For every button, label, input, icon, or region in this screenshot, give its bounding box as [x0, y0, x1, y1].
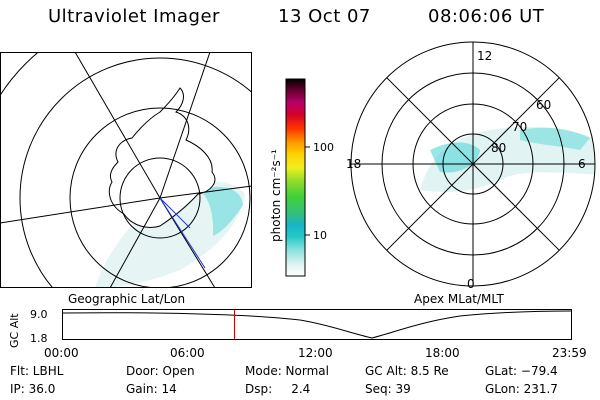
info-glon: GLon: 231.7	[485, 382, 558, 396]
colorbar: 100 10 photon cm⁻²s⁻¹	[269, 78, 334, 277]
mlat-label-60: 60	[536, 98, 551, 112]
aurora-swath	[95, 181, 245, 288]
info-door: Door: Open	[126, 364, 195, 378]
time-tick-0600: 06:00	[170, 346, 205, 360]
time-tick-2359: 23:59	[552, 346, 587, 360]
time-label: 08:06:06 UT	[428, 6, 545, 27]
time-tick-0000: 00:00	[44, 346, 79, 360]
left-map-label: Geographic Lat/Lon	[68, 292, 186, 306]
info-mode: Mode: Normal	[245, 364, 329, 378]
mlt-label-12: 12	[477, 49, 492, 63]
info-ip: IP: 36.0	[10, 382, 56, 396]
mlat-label-80: 80	[491, 141, 506, 155]
info-gain: Gain: 14	[126, 382, 177, 396]
mlt-label-18: 18	[346, 157, 361, 171]
latitude-circles	[0, 52, 252, 288]
time-tick-1200: 12:00	[298, 346, 333, 360]
meridian-lines	[0, 52, 252, 288]
mlt-lines	[351, 42, 595, 286]
altitude-frame	[62, 309, 572, 340]
mag-aurora-cyan	[430, 142, 480, 173]
mlt-label-6: 6	[578, 157, 586, 171]
colorbar-tick-10: 10	[313, 229, 327, 242]
mlt-label-0: 0	[467, 277, 475, 291]
altitude-ylabel: GC Alt	[8, 313, 21, 348]
altitude-ytick-top: 9.0	[30, 308, 48, 321]
altitude-ytick-bottom: 1.8	[30, 332, 48, 345]
mag-aurora-cyan-2	[520, 127, 590, 150]
colorbar-unit: photon cm⁻²s⁻¹	[269, 149, 283, 242]
spacecraft-track	[159, 197, 206, 269]
right-map-label: Apex MLat/MLT	[414, 292, 504, 306]
aurora-swath-cyan	[200, 186, 243, 236]
mlat-label-70: 70	[512, 120, 527, 134]
instrument-title: Ultraviolet Imager	[48, 6, 220, 27]
info-dsp: Dsp: 2.4	[245, 382, 311, 396]
info-glat: GLat: −79.4	[485, 364, 558, 378]
info-gc-alt: GC Alt: 8.5 Re	[365, 364, 449, 378]
map-frame	[0, 52, 252, 288]
time-tick-1800: 18:00	[425, 346, 460, 360]
altitude-plot: GC Alt 9.0 1.8	[8, 308, 572, 348]
altitude-curve	[62, 310, 572, 339]
colorbar-tick-100: 100	[313, 141, 334, 154]
info-filter: Flt: LBHL	[10, 364, 64, 378]
date-label: 13 Oct 07	[278, 6, 371, 27]
info-seq: Seq: 39	[365, 382, 411, 396]
